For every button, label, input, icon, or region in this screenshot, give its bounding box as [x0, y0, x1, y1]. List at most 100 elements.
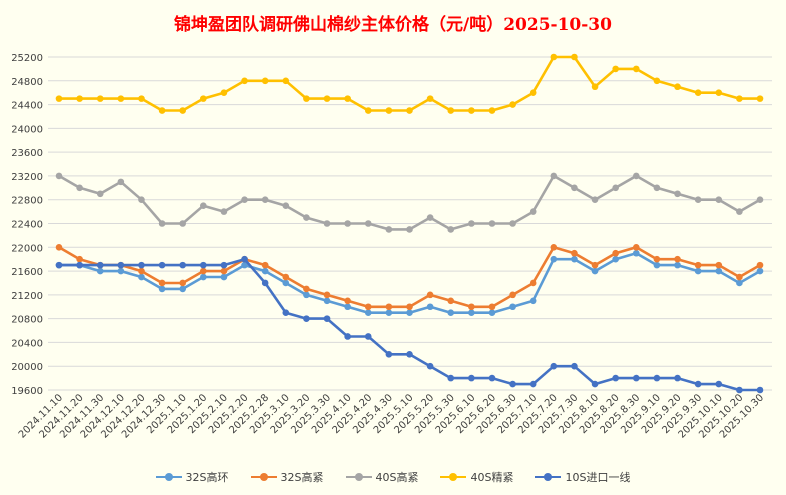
data-point — [756, 196, 764, 204]
data-point — [694, 267, 702, 275]
data-point — [138, 261, 145, 269]
data-point — [55, 95, 63, 102]
data-point — [447, 107, 455, 114]
data-point — [447, 226, 455, 233]
data-point — [694, 261, 702, 269]
data-point — [736, 386, 743, 394]
data-point — [612, 255, 619, 263]
data-point — [138, 95, 145, 102]
data-point — [282, 279, 290, 287]
data-point — [550, 172, 558, 180]
series-line — [58, 246, 761, 309]
data-point — [591, 83, 599, 91]
data-point — [632, 172, 640, 180]
data-point — [447, 374, 455, 382]
data-point — [344, 303, 351, 311]
data-point — [550, 362, 558, 370]
data-point — [241, 261, 248, 269]
data-point — [282, 309, 290, 316]
data-point — [364, 220, 372, 227]
data-point — [261, 267, 269, 275]
data-point — [303, 214, 310, 221]
data-point — [158, 261, 166, 269]
data-point — [736, 273, 743, 281]
data-point — [632, 65, 640, 73]
data-point — [200, 261, 207, 269]
y-tick-label: 23200 — [11, 172, 43, 183]
data-point — [571, 53, 578, 61]
data-point — [76, 255, 83, 263]
data-point — [715, 261, 723, 269]
data-point — [591, 261, 599, 269]
data-point — [406, 309, 413, 316]
data-point — [591, 380, 599, 388]
data-point — [385, 309, 393, 316]
data-point — [426, 303, 434, 311]
legend-label: 10S进口一线 — [565, 471, 631, 484]
data-point — [200, 267, 207, 275]
data-point — [488, 220, 496, 227]
data-point — [220, 273, 228, 281]
legend-label: 40S高紧 — [375, 471, 419, 484]
data-point — [674, 83, 681, 91]
data-point — [344, 220, 351, 227]
legend: 32S高环 32S高紧 40S高紧 40S精紧 10S进口一线 — [0, 469, 786, 485]
data-point — [344, 95, 351, 102]
data-point — [715, 196, 723, 204]
data-point — [96, 261, 104, 269]
data-point — [179, 285, 187, 293]
data-point — [468, 303, 475, 311]
legend-swatch — [250, 472, 277, 482]
data-point — [674, 261, 681, 269]
y-tick-label: 25200 — [11, 53, 43, 64]
data-point — [426, 362, 434, 370]
data-point — [261, 77, 269, 85]
data-point — [509, 101, 516, 108]
data-point — [261, 261, 269, 269]
y-tick-label: 19600 — [11, 386, 43, 397]
data-point — [364, 107, 372, 114]
data-point — [694, 89, 702, 96]
data-point — [632, 374, 640, 382]
data-point — [447, 297, 455, 305]
data-point — [76, 184, 83, 192]
data-point — [612, 184, 619, 192]
data-point — [653, 374, 661, 382]
data-point — [612, 65, 619, 73]
data-point — [179, 261, 187, 269]
data-point — [406, 351, 413, 358]
legend-swatch — [155, 472, 182, 482]
data-point — [282, 202, 290, 209]
data-point — [385, 303, 393, 311]
data-point — [117, 178, 125, 186]
data-point — [179, 107, 187, 114]
data-point — [632, 243, 640, 251]
data-point — [468, 309, 475, 316]
data-point — [138, 273, 145, 281]
data-point — [117, 95, 125, 102]
data-point — [406, 226, 413, 233]
data-point — [653, 77, 661, 85]
data-point — [303, 95, 310, 102]
series-line — [59, 55, 760, 112]
data-point — [364, 303, 372, 311]
data-point — [385, 226, 393, 233]
data-point — [323, 220, 331, 227]
data-point — [220, 208, 228, 215]
data-point — [509, 291, 516, 299]
chart-title: 锦坤盈团队调研佛山棉纱主体价格（元/吨）2025-10-30 — [174, 15, 612, 35]
data-point — [200, 202, 207, 209]
data-point — [158, 285, 166, 293]
data-point — [303, 315, 310, 322]
data-point — [323, 297, 331, 305]
data-point — [364, 309, 372, 316]
y-tick-label: 22000 — [11, 243, 43, 254]
data-point — [591, 196, 599, 204]
data-point — [76, 261, 83, 269]
data-point — [715, 89, 723, 96]
legend-swatch — [345, 472, 372, 482]
y-tick-label: 21600 — [11, 267, 43, 278]
legend-swatch — [535, 472, 562, 482]
